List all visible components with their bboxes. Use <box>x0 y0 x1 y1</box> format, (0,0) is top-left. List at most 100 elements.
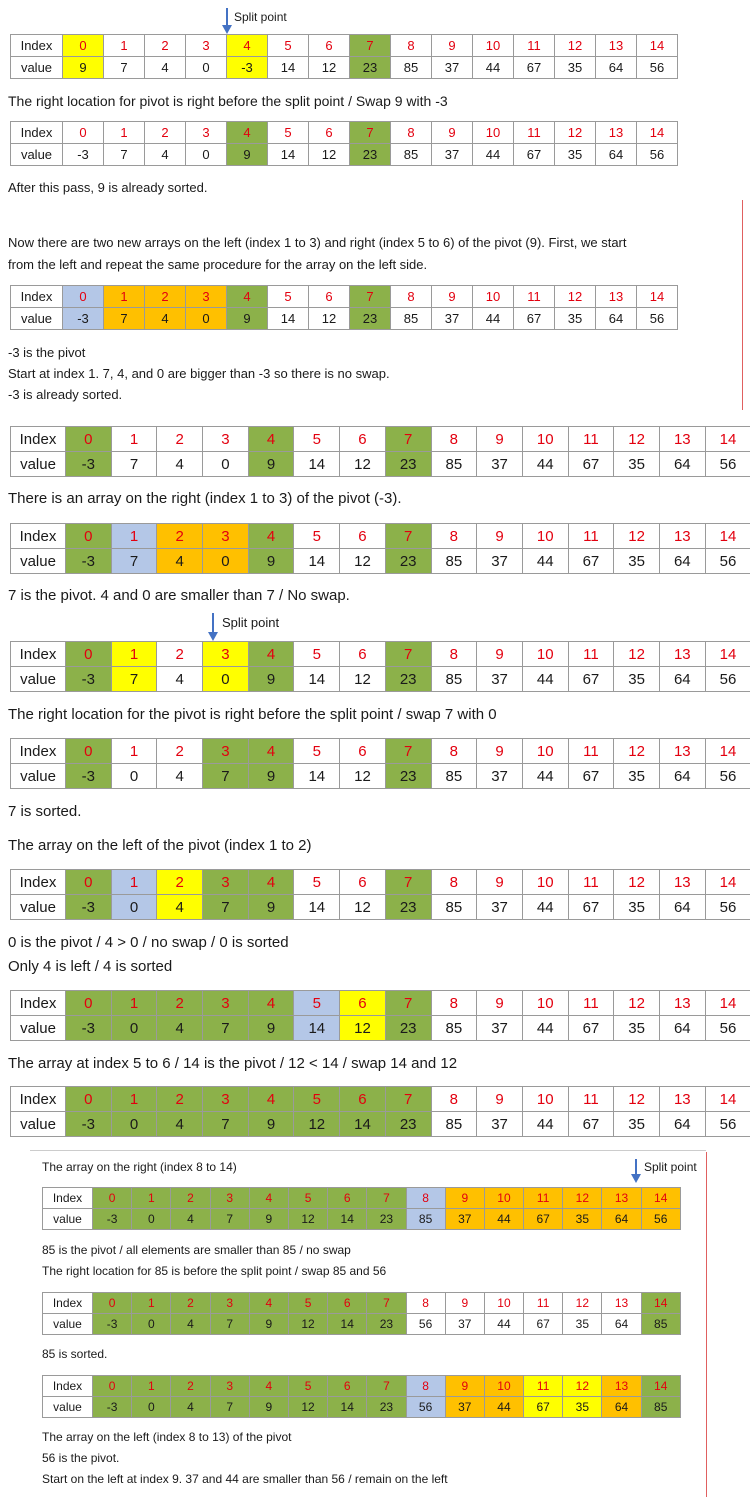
value-cell: 67 <box>513 143 555 166</box>
value-cell: 0 <box>110 1111 158 1137</box>
index-cell: 3 <box>202 523 249 549</box>
index-cell: 0 <box>65 641 112 667</box>
value-cell: 12 <box>339 763 386 789</box>
value-cell: 37 <box>444 1208 485 1230</box>
index-cell: 10 <box>521 523 569 549</box>
value-cell: 7 <box>103 143 145 166</box>
index-row-label: Index <box>10 426 66 452</box>
index-cell: 10 <box>483 1375 525 1397</box>
caption-line: 7 is the pivot. 4 and 0 are smaller than… <box>8 587 350 604</box>
value-cell: 7 <box>209 1313 250 1335</box>
index-cell: 6 <box>339 641 386 667</box>
index-cell: 7 <box>384 1086 432 1112</box>
index-cell: 13 <box>595 34 637 57</box>
index-cell: 2 <box>156 1086 204 1112</box>
value-cell: 35 <box>554 56 596 79</box>
index-cell: 13 <box>658 523 706 549</box>
index-cell: 1 <box>131 1375 172 1397</box>
index-cell: 3 <box>202 1086 249 1112</box>
index-cell: 1 <box>110 738 158 764</box>
value-cell: 44 <box>521 1015 569 1041</box>
index-cell: 13 <box>601 1375 642 1397</box>
index-row-label: Index <box>10 990 66 1016</box>
index-row-label: Index <box>10 869 66 895</box>
caption-line: Now there are two new arrays on the left… <box>8 235 627 250</box>
index-row-label: Index <box>10 285 63 308</box>
index-cell: 5 <box>293 738 341 764</box>
value-cell: 37 <box>476 894 523 920</box>
value-cell: 44 <box>483 1396 525 1418</box>
index-cell: 13 <box>658 738 706 764</box>
index-cell: 11 <box>513 285 555 308</box>
index-cell: 12 <box>554 121 596 144</box>
index-cell: 0 <box>65 990 112 1016</box>
index-cell: 3 <box>202 641 249 667</box>
value-cell: 64 <box>595 56 637 79</box>
index-cell: 7 <box>384 523 432 549</box>
value-cell: 14 <box>327 1396 368 1418</box>
index-cell: 11 <box>567 869 615 895</box>
index-cell: 9 <box>476 1086 523 1112</box>
index-cell: 1 <box>131 1187 172 1209</box>
value-cell: 56 <box>704 763 750 789</box>
index-cell: 12 <box>613 990 660 1016</box>
value-row-label: value <box>42 1396 93 1418</box>
caption-line: The array on the left of the pivot (inde… <box>8 837 312 854</box>
index-cell: 0 <box>65 738 112 764</box>
value-cell: 56 <box>405 1396 446 1418</box>
index-cell: 1 <box>103 34 145 57</box>
index-cell: 1 <box>110 641 158 667</box>
value-cell: 44 <box>521 548 569 574</box>
value-cell: 67 <box>513 307 555 330</box>
value-cell: -3 <box>65 548 112 574</box>
value-cell: 12 <box>308 56 350 79</box>
value-cell: 12 <box>339 1015 386 1041</box>
value-cell: 56 <box>405 1313 446 1335</box>
index-cell: 2 <box>156 990 204 1016</box>
value-cell: 7 <box>209 1396 250 1418</box>
value-cell: 67 <box>567 894 615 920</box>
index-cell: 0 <box>91 1375 133 1397</box>
index-cell: 9 <box>476 869 523 895</box>
value-row-label: value <box>10 666 66 692</box>
index-row-label: Index <box>42 1375 93 1397</box>
index-cell: 10 <box>472 121 514 144</box>
index-cell: 2 <box>156 426 204 452</box>
index-row-label: Index <box>42 1292 93 1314</box>
index-row-label: Index <box>10 641 66 667</box>
caption-line: 56 is the pivot. <box>42 1451 120 1465</box>
value-cell: 67 <box>567 666 615 692</box>
value-cell: 14 <box>293 1015 341 1041</box>
value-cell: 35 <box>613 763 660 789</box>
value-cell: 9 <box>247 451 295 477</box>
value-cell: 23 <box>384 894 432 920</box>
value-cell: 9 <box>226 143 268 166</box>
value-cell: 0 <box>202 548 249 574</box>
value-cell: 35 <box>613 1111 660 1137</box>
value-cell: 23 <box>384 548 432 574</box>
index-cell: 6 <box>339 523 386 549</box>
value-cell: -3 <box>65 666 112 692</box>
value-cell: 14 <box>267 143 309 166</box>
value-cell: 44 <box>483 1208 525 1230</box>
index-cell: 3 <box>202 738 249 764</box>
value-cell: 67 <box>513 56 555 79</box>
index-cell: 8 <box>430 523 478 549</box>
index-cell: 8 <box>430 1086 478 1112</box>
array-table: Index 0 1 2 3 4 5 6 7 8 9 10 11 12 13 14 value -3 0 4 7 9 12 14… <box>42 1187 681 1230</box>
value-cell: 56 <box>704 548 750 574</box>
value-cell: 44 <box>521 894 569 920</box>
index-cell: 7 <box>349 34 391 57</box>
index-cell: 1 <box>131 1292 172 1314</box>
value-cell: 44 <box>483 1313 525 1335</box>
value-cell: 37 <box>476 451 523 477</box>
caption-line: The right location for the pivot is righ… <box>8 706 497 723</box>
value-cell: 9 <box>247 1015 295 1041</box>
value-row: value -3 0 4 7 9 14 12 23 85 37 44 67 35 64 56 <box>10 763 750 789</box>
value-cell: 85 <box>640 1396 681 1418</box>
index-row-label: Index <box>10 1086 66 1112</box>
value-cell: 67 <box>567 548 615 574</box>
index-cell: 8 <box>405 1187 446 1209</box>
value-row: value -3 7 4 0 9 14 12 23 85 37 44 67 35 64 56 <box>10 451 750 477</box>
index-cell: 9 <box>476 641 523 667</box>
